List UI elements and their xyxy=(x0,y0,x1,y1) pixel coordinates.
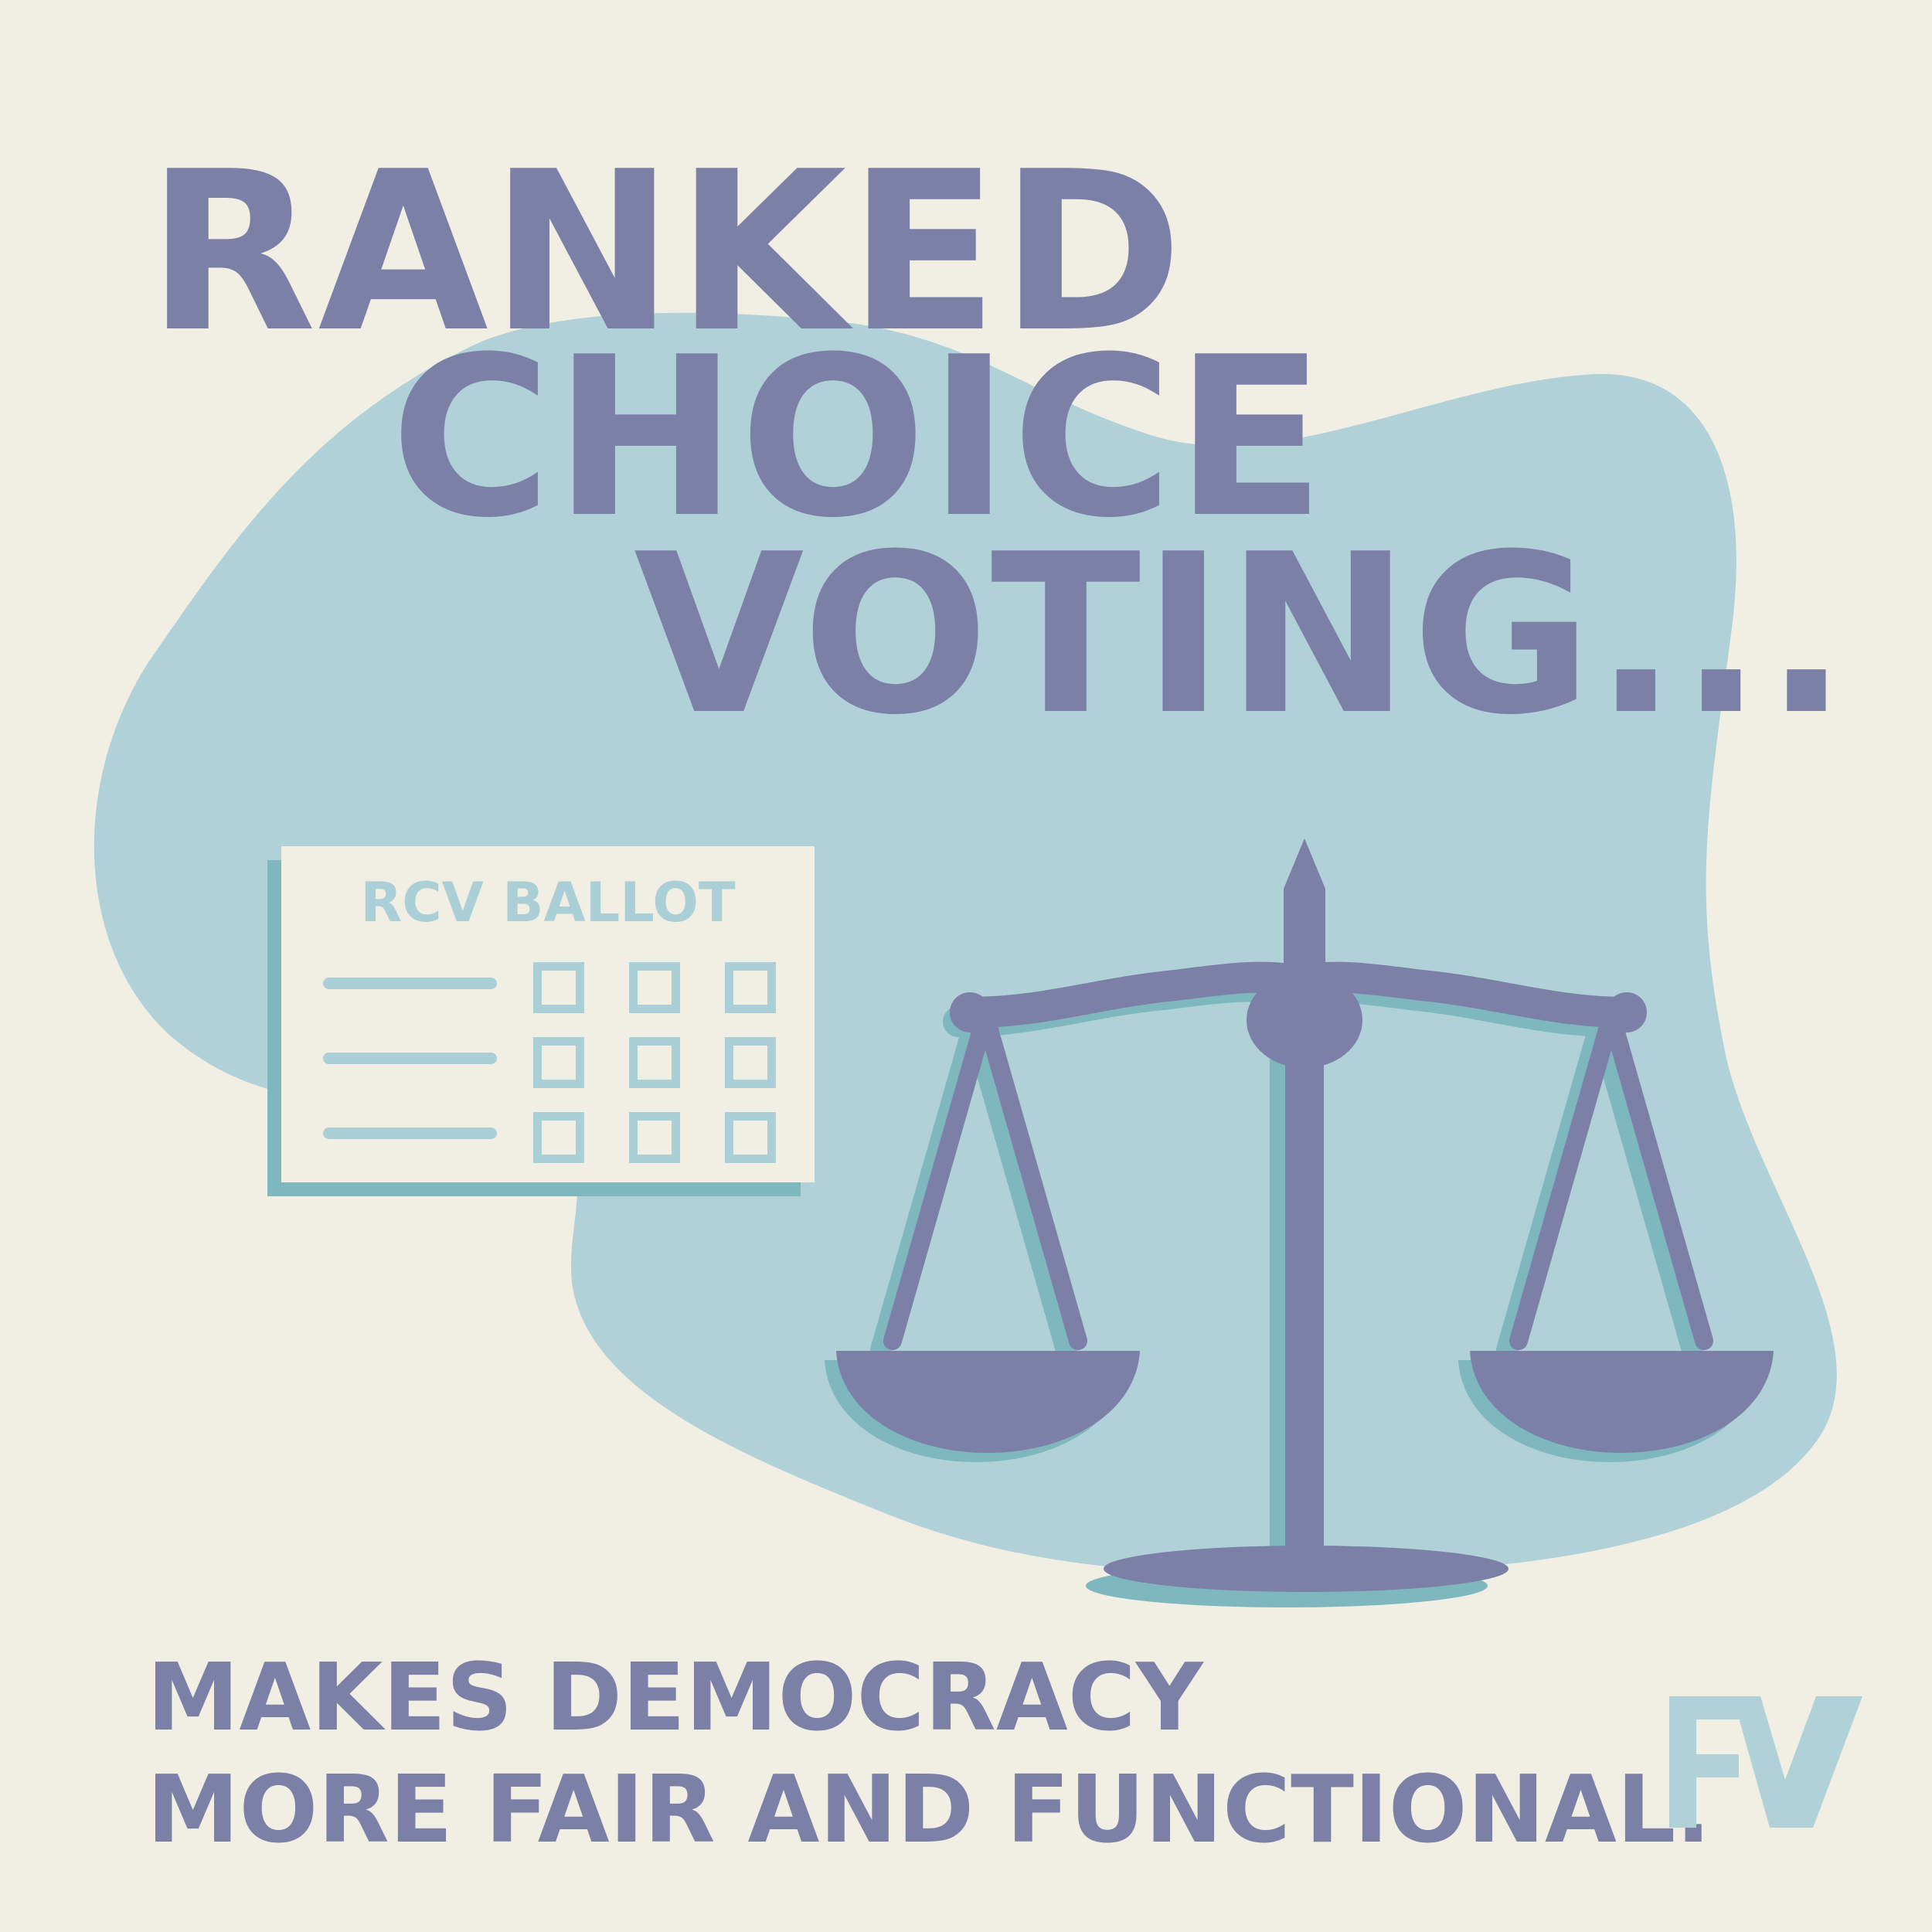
rcv-ballot-card: RCV BALLOT xyxy=(281,846,815,1182)
ballot-candidate-line xyxy=(323,1053,497,1064)
right-pan xyxy=(1470,1351,1774,1453)
ballot-checkbox xyxy=(725,1112,776,1163)
tagline: MAKES DEMOCRACY MORE FAIR AND FUNCTIONAL… xyxy=(147,1642,1711,1866)
tagline-line-2: MORE FAIR AND FUNCTIONAL. xyxy=(147,1757,1711,1864)
ballot-checkbox xyxy=(629,1112,680,1163)
ballot-checkbox xyxy=(533,962,584,1013)
fv-logo-icon xyxy=(1669,1696,1862,1828)
scale-finial xyxy=(1284,838,1325,974)
tagline-line-1: MAKES DEMOCRACY xyxy=(147,1645,1203,1752)
ballot-candidate-line xyxy=(323,1128,497,1139)
ballot-title: RCV BALLOT xyxy=(360,871,736,934)
left-pan xyxy=(836,1351,1140,1453)
ballot-checkbox xyxy=(533,1112,584,1163)
ballot-checkbox xyxy=(725,1037,776,1088)
scale-body xyxy=(836,838,1774,1592)
ballot-checkbox xyxy=(725,962,776,1013)
ballot-checkbox xyxy=(629,1037,680,1088)
ballot-candidate-line xyxy=(323,978,497,989)
ballot-checkbox xyxy=(629,962,680,1013)
headline-line-2: CHOICE xyxy=(390,310,1327,566)
headline-line-1: RANKED xyxy=(147,124,1185,381)
blob-shape xyxy=(94,312,1837,1574)
headline-line-3: VOTING... xyxy=(634,507,1850,764)
balance-scale-icon xyxy=(825,838,1774,1607)
scale-base xyxy=(1104,1546,1509,1592)
scale-pillar xyxy=(1285,966,1324,1553)
ballot-checkbox xyxy=(533,1037,584,1088)
